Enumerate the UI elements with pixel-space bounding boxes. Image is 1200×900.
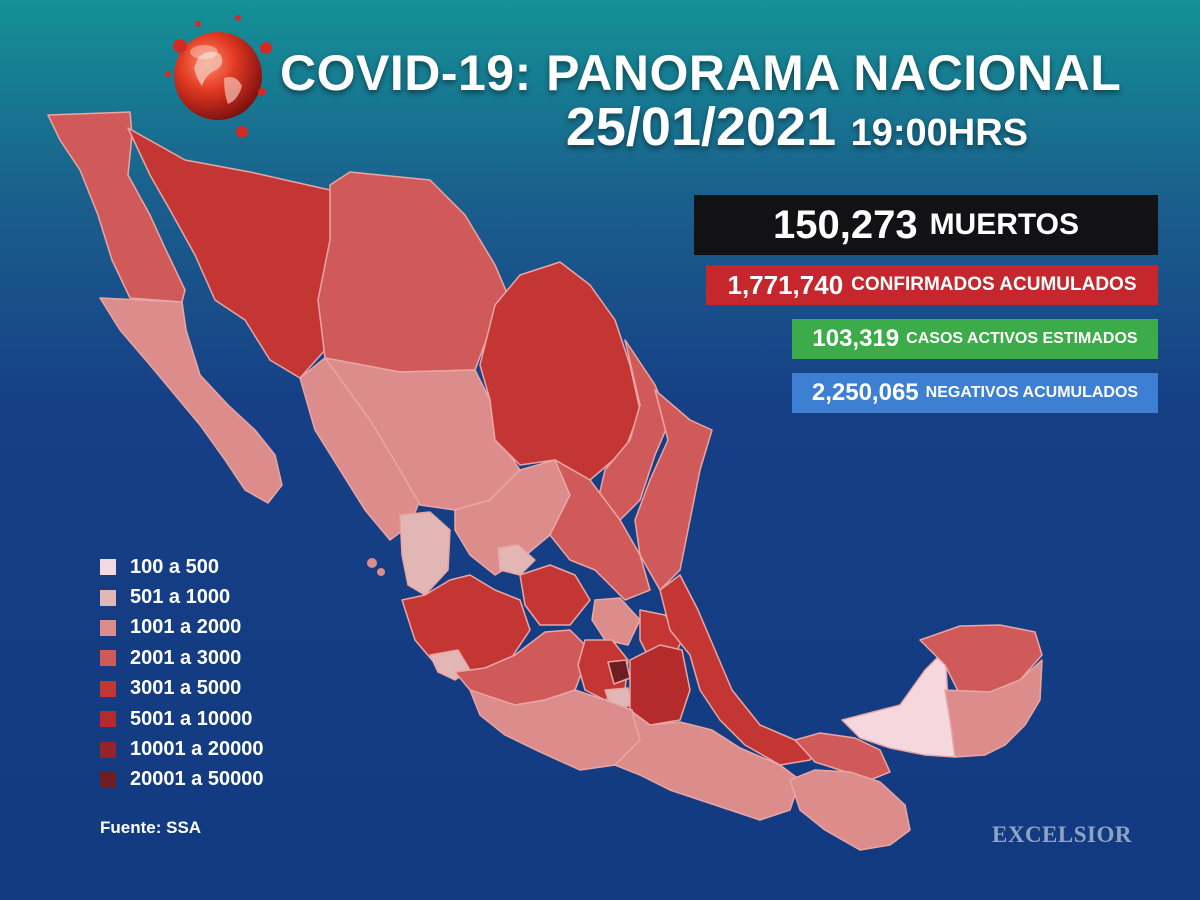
island-marker [367, 558, 377, 568]
legend-label: 501 a 1000 [130, 586, 231, 609]
report-time: 19:00HRS [850, 112, 1028, 154]
globe-virus-icon [165, 15, 272, 138]
state-puebla [629, 644, 691, 726]
confirmed-value: 1,771,740 [727, 269, 844, 300]
legend-item: 2001 a 3000 [100, 643, 263, 673]
legend-swatch [100, 711, 116, 728]
state-nayarit [399, 511, 451, 596]
legend-label: 20001 a 50000 [130, 768, 264, 791]
map-legend: 100 a 500 501 a 1000 1001 a 2000 2001 a … [100, 552, 263, 795]
negatives-stat: 2,250,065 NEGATIVOS ACUMULADOS [792, 373, 1158, 413]
deaths-stat: 150,273 MUERTOS [694, 195, 1158, 255]
legend-swatch [100, 589, 116, 606]
state-chiapas [789, 769, 911, 851]
legend-swatch [100, 650, 116, 667]
legend-item: 3001 a 5000 [100, 674, 263, 704]
legend-label: 5001 a 10000 [130, 707, 253, 730]
legend-label: 100 a 500 [130, 555, 219, 578]
legend-swatch [100, 771, 116, 788]
report-datetime: 25/01/2021 19:00HRS [566, 96, 1028, 158]
active-cases-stat: 103,319 CASOS ACTIVOS ESTIMADOS [792, 319, 1158, 359]
island-marker [377, 568, 385, 576]
state-oaxaca [614, 711, 801, 821]
state-quintana-roo [944, 659, 1043, 758]
brand-logo: EXCELSIOR [992, 822, 1132, 847]
state-coahuila [479, 261, 641, 481]
legend-item: 100 a 500 [100, 552, 263, 582]
deaths-label: MUERTOS [929, 208, 1080, 241]
state-yucatan [919, 624, 1043, 696]
legend-label: 2001 a 3000 [130, 646, 242, 669]
negatives-value: 2,250,065 [811, 379, 919, 406]
confirmed-stat: 1,771,740 CONFIRMADOS ACUMULADOS [706, 265, 1158, 305]
active-cases-label: CASOS ACTIVOS ESTIMADOS [906, 330, 1138, 347]
state-aguascalientes [497, 544, 536, 576]
state-tamaulipas [634, 389, 713, 591]
source-credit: Fuente: SSA [100, 818, 202, 837]
legend-swatch [100, 559, 116, 576]
report-date: 25/01/2021 [565, 97, 837, 157]
active-cases-value: 103,319 [812, 325, 900, 352]
legend-swatch [100, 741, 116, 758]
legend-swatch [100, 619, 116, 636]
legend-swatch [100, 680, 116, 697]
deaths-value: 150,273 [772, 202, 918, 247]
state-tabasco [794, 732, 891, 781]
state-chihuahua [317, 171, 511, 373]
page-title: COVID-19: PANORAMA NACIONAL [280, 45, 1122, 101]
state-guanajuato [519, 564, 591, 626]
legend-item: 5001 a 10000 [100, 704, 263, 734]
legend-label: 3001 a 5000 [130, 677, 242, 700]
legend-item: 20001 a 50000 [100, 765, 263, 795]
legend-item: 501 a 1000 [100, 582, 263, 612]
state-queretaro [591, 597, 641, 646]
state-san-luis-potosi [549, 459, 651, 601]
confirmed-label: CONFIRMADOS ACUMULADOS [851, 274, 1137, 295]
state-baja-california [47, 111, 186, 303]
state-baja-california-sur [99, 297, 283, 504]
legend-item: 1001 a 2000 [100, 613, 263, 643]
legend-label: 10001 a 20000 [130, 738, 264, 761]
negatives-label: NEGATIVOS ACUMULADOS [925, 384, 1139, 401]
legend-label: 1001 a 2000 [130, 616, 242, 639]
legend-item: 10001 a 20000 [100, 734, 263, 764]
